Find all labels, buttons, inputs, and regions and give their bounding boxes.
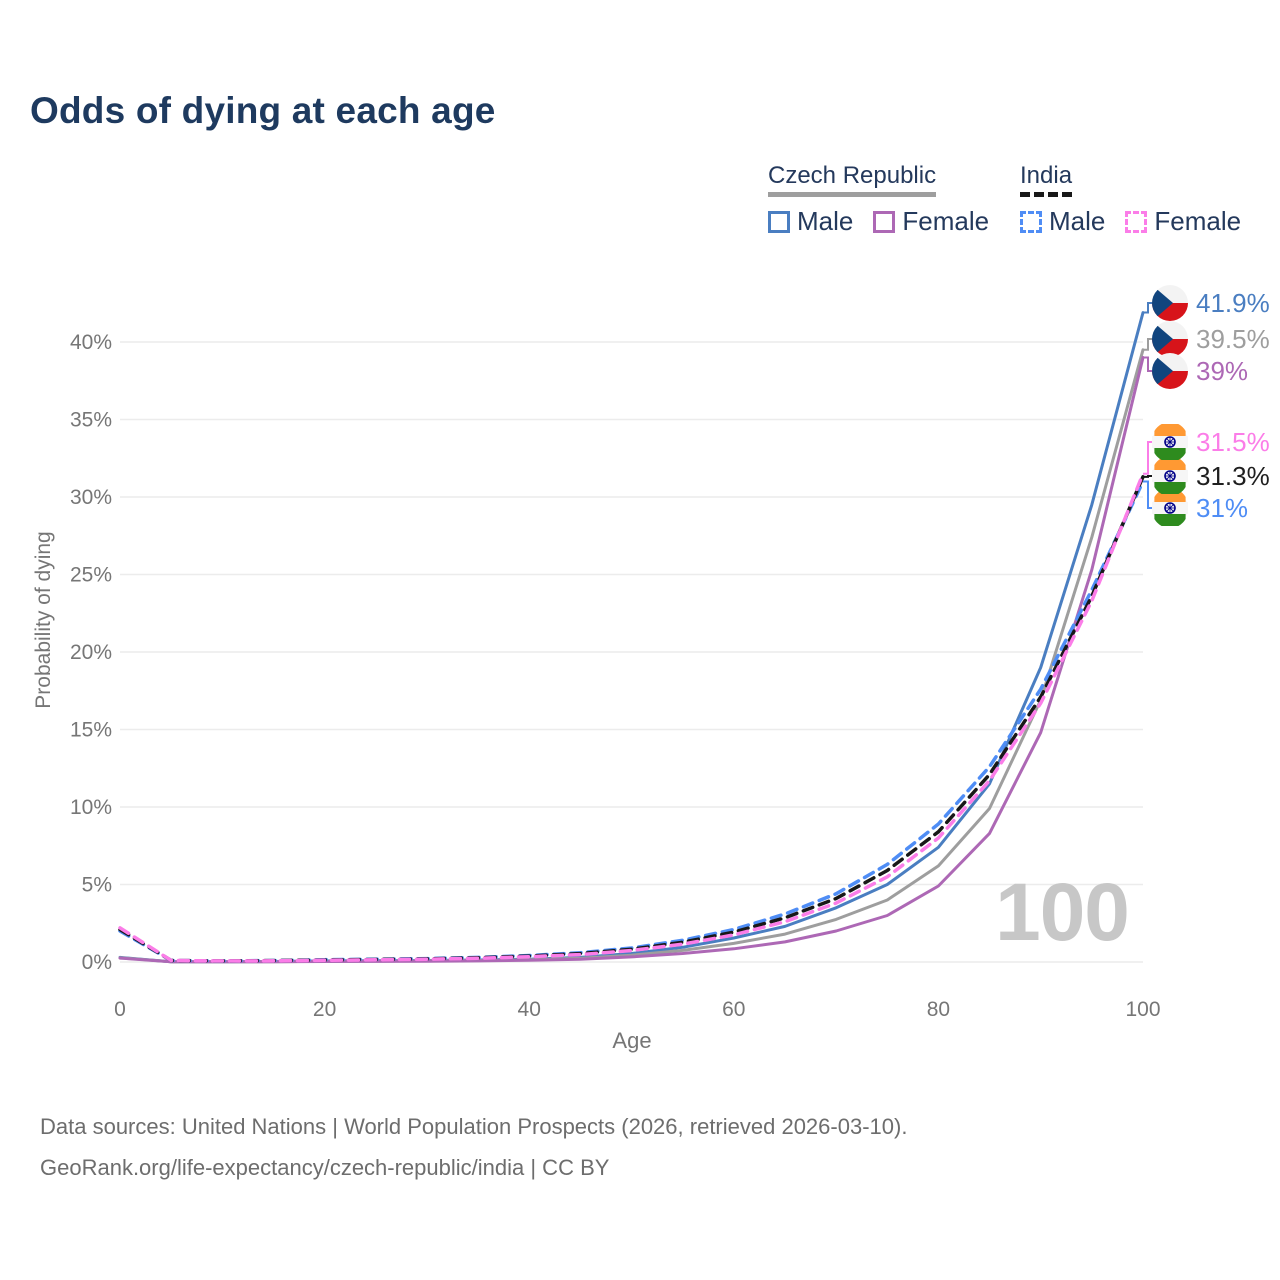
x-tick-label: 80 [927,998,950,1021]
y-tick-label: 15% [70,719,112,742]
india-male-swatch-icon [1020,210,1042,233]
end-value-label: 31.3% [1196,460,1270,491]
legend-item-czech-female[interactable]: Female [873,206,989,237]
end-value-label: 39.5% [1196,323,1270,354]
series-line-in_t [118,475,1145,963]
legend-country-czech-republic[interactable]: Czech Republic [768,162,937,198]
series-line-in_m [118,479,1145,963]
footer-line-2: GeoRank.org/life-expectancy/czech-republ… [40,1155,610,1180]
x-tick-label: 20 [313,998,336,1021]
end-label-cz_f: 39% [1152,353,1248,389]
end-value-label: 39% [1196,355,1249,386]
y-tick-label: 35% [70,409,112,432]
x-tick-label: 100 [1125,998,1160,1021]
end-label-connector [1143,338,1152,351]
end-label-cz_m: 41.9% [1152,285,1270,321]
y-axis-title: Probability of dying [32,531,55,709]
x-tick-label: 40 [518,998,541,1021]
czech-male-swatch-icon [768,210,790,233]
series-line-in_f [118,472,1145,963]
end-label-connector [1143,480,1152,509]
x-tick-label: 60 [722,998,745,1021]
czech-female-swatch-icon [873,210,896,233]
end-value-label: 31.5% [1196,426,1270,457]
end-label-connector [1143,475,1152,478]
end-value-label: 41.9% [1196,287,1270,318]
legend-group-czech-republic: Czech Republic Male Female [768,162,989,237]
legend-item-label: Female [1154,206,1242,237]
end-label-in_m: 31% [1152,490,1248,526]
y-tick-label: 40% [70,331,112,354]
y-tick-label: 25% [70,564,112,587]
india-female-swatch-icon [1125,210,1148,233]
legend-item-label: Female [902,206,990,237]
legend-country-india[interactable]: India [1020,162,1073,198]
end-value-label: 31% [1196,492,1249,523]
data-source-footer: Data sources: United Nations | World Pop… [40,1106,907,1188]
page-title: Odds of dying at each age [30,90,496,131]
legend-item-label: Male [797,206,854,237]
x-axis-title: Age [612,1028,652,1053]
age-counter-watermark: 100 [995,867,1130,958]
india-flag-icon [1152,424,1188,460]
czech-flag-icon [1152,285,1188,321]
india-flag-icon [1152,458,1188,494]
footer-line-1: Data sources: United Nations | World Pop… [40,1114,908,1139]
czech-flag-icon [1152,353,1188,389]
y-tick-label: 5% [82,874,112,897]
series-line-cz_t [118,348,1145,964]
legend-item-india-male[interactable]: Male [1020,206,1105,237]
y-tick-label: 0% [82,951,112,974]
y-tick-label: 20% [70,641,112,664]
legend-group-india: India Male Female [1020,162,1241,237]
end-label-connector [1143,441,1152,475]
y-tick-label: 10% [70,796,112,819]
y-tick-label: 30% [70,486,112,509]
end-label-cz_t: 39.5% [1152,321,1270,357]
czech-flag-icon [1152,321,1188,357]
legend-item-label: Male [1049,206,1106,237]
india-flag-icon [1152,490,1188,526]
series-line-cz_f [118,356,1145,964]
end-label-connector [1143,302,1152,314]
end-label-in_f: 31.5% [1152,424,1270,460]
x-tick-label: 0 [114,998,126,1021]
series-line-cz_m [118,311,1145,964]
end-label-connector [1143,356,1152,372]
legend-item-czech-male[interactable]: Male [768,206,853,237]
end-label-in_t: 31.3% [1152,458,1270,494]
legend-item-india-female[interactable]: Female [1125,206,1241,237]
